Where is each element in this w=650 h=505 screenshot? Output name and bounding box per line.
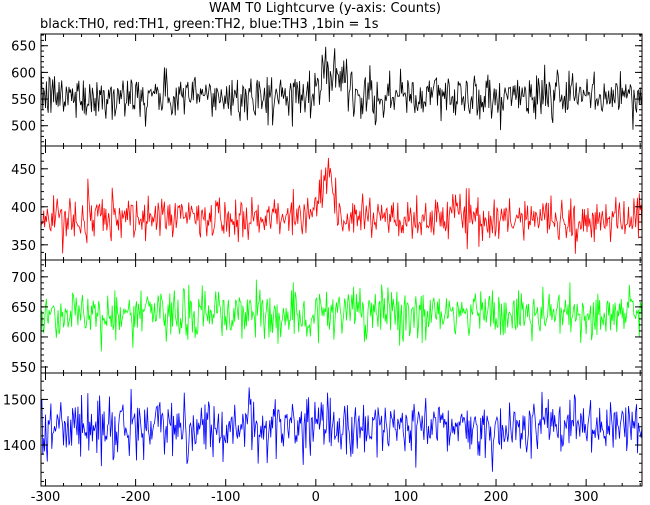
panel-frame-th0 [40,33,643,147]
x-tick-label: -100 [211,490,241,505]
y-tick-label: 350 [11,239,36,254]
y-tick-label: 550 [11,361,36,376]
series-line-th1 [41,157,642,254]
x-tick-label: 0 [312,490,320,505]
y-tick-label: 600 [11,331,36,346]
y-tick-label: 550 [11,93,36,108]
panel-frame-th3 [40,372,643,487]
y-tick-label: 650 [11,40,36,55]
y-tick-label: 1500 [3,393,36,408]
x-tick-label: 300 [574,490,599,505]
y-tick-label: 650 [11,301,36,316]
x-tick-label: 200 [484,490,509,505]
x-tick-label: -200 [121,490,151,505]
series-line-th2 [41,279,642,352]
series-line-th3 [41,387,642,472]
y-tick-label: 400 [11,201,36,216]
y-tick-label: 450 [11,163,36,178]
panel-frame-th1 [40,145,643,261]
chart-subtitle: black:TH0, red:TH1, green:TH2, blue:TH3 … [40,17,379,32]
chart-title: WAM T0 Lightcurve (y-axis: Counts) [209,1,441,16]
y-tick-label: 500 [11,120,36,135]
y-tick-label: 600 [11,66,36,81]
x-tick-label: 100 [394,490,419,505]
series-line-th0 [41,46,642,131]
y-tick-label: 1400 [3,439,36,454]
x-tick-label: -300 [31,490,61,505]
y-tick-label: 700 [11,271,36,286]
